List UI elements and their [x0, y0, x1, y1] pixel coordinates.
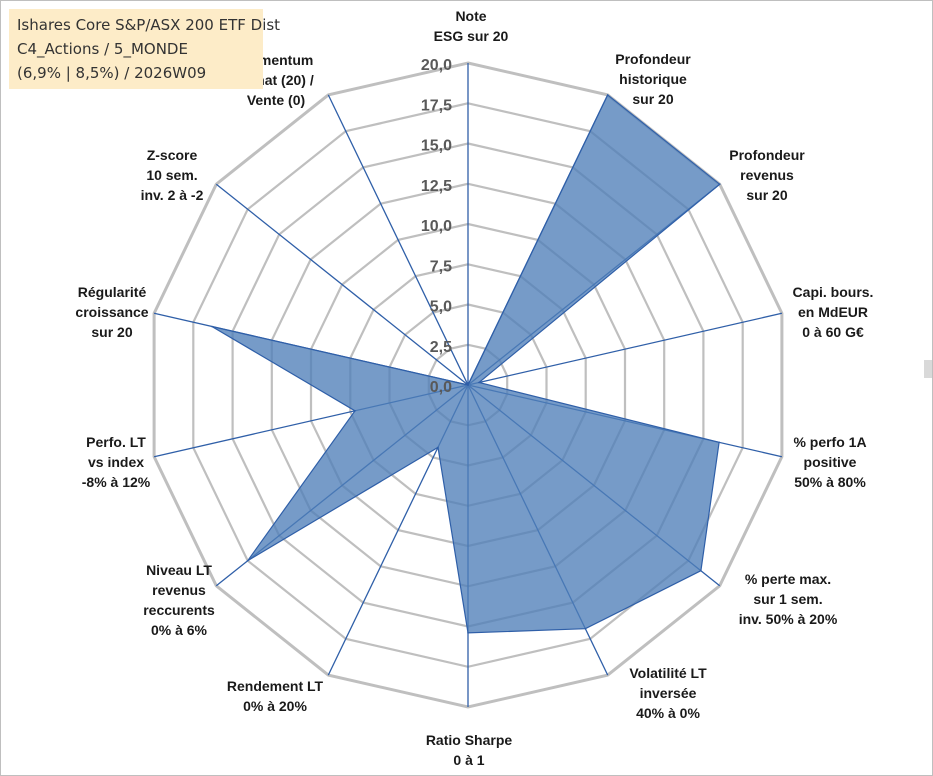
series-point — [478, 381, 480, 384]
axis-label-line: ESG sur 20 — [434, 28, 509, 44]
radar-spoke — [215, 183, 469, 386]
axis-label-line: 0 à 1 — [453, 752, 484, 768]
axis-label-line: Capi. bours. — [793, 284, 874, 300]
series-point — [467, 384, 469, 386]
axis-label-line: croissance — [75, 304, 148, 320]
radar-axis-labels: Note ESG sur 20 Profondeur historique sur 20… — [75, 8, 873, 768]
axis-label: Note ESG sur 20 — [434, 8, 509, 44]
chart-title-line-2: C4_Actions / 5_MONDE — [17, 40, 188, 58]
series-point — [718, 441, 720, 444]
axis-label-line: % perte max. — [745, 571, 831, 587]
axis-label: Perfo. LT vs index -8% à 12% — [82, 434, 151, 490]
tick-label: 20,0 — [421, 57, 452, 74]
tick-label: 7,5 — [430, 258, 452, 275]
axis-label-line: 10 sem. — [146, 167, 197, 183]
axis-label-line: en MdEUR — [798, 304, 868, 320]
axis-label: % perfo 1A positive 50% à 80% — [793, 434, 866, 490]
axis-label-line: Ratio Sharpe — [426, 732, 513, 748]
axis-label: Profondeur revenus sur 20 — [729, 147, 805, 203]
axis-label-line: Régularité — [78, 284, 147, 300]
axis-label-line: % perfo 1A — [793, 434, 866, 450]
radar-spoke — [327, 94, 469, 386]
axis-label-line: inversée — [640, 685, 697, 701]
axis-label: Capi. bours. en MdEUR 0 à 60 G€ — [793, 284, 874, 340]
chart-title-box: Ishares Core S&P/ASX 200 ETF Dist C4_Act… — [9, 9, 281, 89]
series-point — [606, 94, 609, 96]
tick-label: 2,5 — [430, 339, 452, 356]
series-area — [211, 93, 721, 634]
axis-label-line: Profondeur — [615, 51, 691, 67]
series-point — [584, 627, 587, 630]
axis-label-line: Note — [455, 8, 486, 24]
axis-label-line: 0% à 20% — [243, 698, 307, 714]
series-point — [437, 446, 439, 449]
axis-label-line: inv. 50% à 20% — [739, 611, 838, 627]
radar-spoke — [467, 312, 783, 386]
axis-label-line: historique — [619, 71, 687, 87]
tick-label: 5,0 — [430, 299, 452, 316]
axis-label-line: Volatilité LT — [629, 665, 707, 681]
axis-label-line: sur 20 — [746, 187, 787, 203]
axis-label: Volatilité LT inversée 40% à 0% — [629, 665, 707, 721]
axis-label-line: sur 20 — [632, 91, 673, 107]
tick-label: 12,5 — [421, 178, 452, 195]
series-point — [211, 325, 213, 328]
axis-label-line: 0% à 6% — [151, 622, 208, 638]
chart-title-line-3: (6,9% | 8,5%) / 2026W09 — [17, 64, 207, 82]
axis-label-line: Z-score — [147, 147, 198, 163]
axis-label-line: vs index — [88, 454, 144, 470]
radar-series — [211, 93, 721, 634]
axis-label: Rendement LT 0% à 20% — [227, 678, 324, 714]
axis-label: Niveau LT revenus reccurents 0% à 6% — [143, 562, 215, 638]
axis-label-line: sur 20 — [91, 324, 132, 340]
axis-label-line: Profondeur — [729, 147, 805, 163]
axis-label-line: revenus — [740, 167, 794, 183]
series-point — [700, 569, 702, 572]
axis-label: Ratio Sharpe 0 à 1 — [426, 732, 513, 768]
axis-label-line: Rendement LT — [227, 678, 324, 694]
series-point — [718, 183, 721, 185]
axis-label-line: revenus — [152, 582, 206, 598]
tick-label: 0,0 — [430, 379, 452, 396]
axis-label: % perte max. sur 1 sem. inv. 50% à 20% — [739, 571, 838, 627]
axis-label-line: Perfo. LT — [86, 434, 146, 450]
axis-label-line: inv. 2 à -2 — [141, 187, 204, 203]
radar-tick-labels: 0,0 2,5 5,0 7,5 10,0 12,5 15,0 17,5 20,0 — [421, 57, 452, 396]
axis-label: Z-score 10 sem. inv. 2 à -2 — [141, 147, 204, 203]
axis-label-line: -8% à 12% — [82, 474, 151, 490]
axis-label-line: 50% à 80% — [794, 474, 866, 490]
axis-label-line: sur 1 sem. — [753, 591, 822, 607]
tick-label: 10,0 — [421, 218, 452, 235]
tick-label: 17,5 — [421, 97, 452, 114]
axis-label-line: 0 à 60 G€ — [802, 324, 864, 340]
axis-label-line: positive — [804, 454, 857, 470]
axis-label-line: 40% à 0% — [636, 705, 700, 721]
chart-title-line-1: Ishares Core S&P/ASX 200 ETF Dist — [17, 16, 281, 34]
axis-label-line: reccurents — [143, 602, 215, 618]
axis-label-line: Niveau LT — [146, 562, 212, 578]
series-point — [467, 632, 469, 634]
axis-label: Régularité croissance sur 20 — [75, 284, 148, 340]
scrollbar-thumb[interactable] — [924, 360, 932, 378]
axis-label-line: Vente (0) — [247, 92, 305, 108]
series-point — [246, 559, 249, 562]
tick-label: 15,0 — [421, 138, 452, 155]
series-point — [354, 410, 356, 412]
axis-label: Profondeur historique sur 20 — [615, 51, 691, 107]
